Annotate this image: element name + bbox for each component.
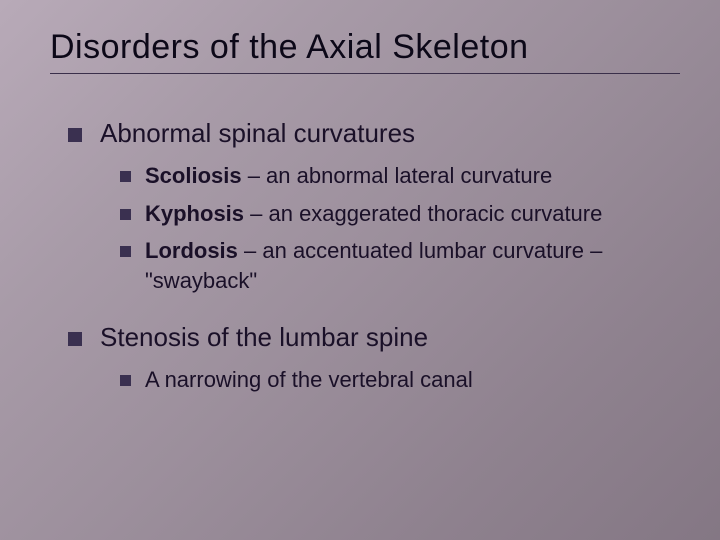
slide-title: Disorders of the Axial Skeleton — [50, 28, 680, 67]
bullet-icon — [120, 246, 131, 257]
section-heading: Stenosis of the lumbar spine — [68, 322, 680, 353]
item-text: A narrowing of the vertebral canal — [145, 365, 680, 395]
list-item: A narrowing of the vertebral canal — [120, 365, 680, 395]
item-text: Kyphosis – an exaggerated thoracic curva… — [145, 199, 680, 229]
term: Lordosis — [145, 238, 238, 263]
list-item: Kyphosis – an exaggerated thoracic curva… — [120, 199, 680, 229]
spacer — [50, 304, 680, 322]
heading-text: Stenosis of the lumbar spine — [100, 322, 680, 353]
bullet-icon — [120, 375, 131, 386]
item-text: Lordosis – an accentuated lumbar curvatu… — [145, 236, 680, 295]
term: Kyphosis — [145, 201, 244, 226]
list-item: Lordosis – an accentuated lumbar curvatu… — [120, 236, 680, 295]
term: Scoliosis — [145, 163, 242, 188]
slide-container: Disorders of the Axial Skeleton Abnormal… — [0, 0, 720, 540]
definition: – an exaggerated thoracic curvature — [244, 201, 602, 226]
item-text: Scoliosis – an abnormal lateral curvatur… — [145, 161, 680, 191]
bullet-icon — [120, 209, 131, 220]
list-item: Scoliosis – an abnormal lateral curvatur… — [120, 161, 680, 191]
bullet-icon — [68, 332, 82, 346]
definition: A narrowing of the vertebral canal — [145, 367, 473, 392]
heading-text: Abnormal spinal curvatures — [100, 118, 680, 149]
section-heading: Abnormal spinal curvatures — [68, 118, 680, 149]
title-underline — [50, 73, 680, 74]
definition: – an abnormal lateral curvature — [242, 163, 553, 188]
bullet-icon — [68, 128, 82, 142]
bullet-icon — [120, 171, 131, 182]
